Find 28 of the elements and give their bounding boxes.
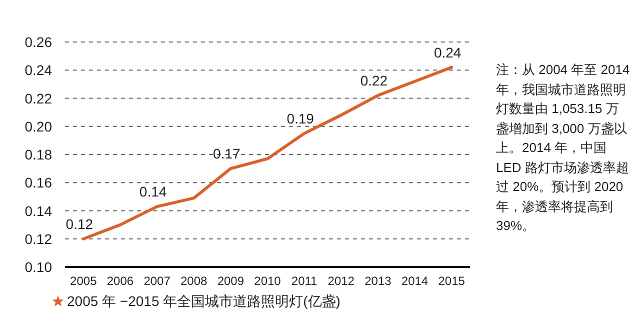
- x-tick-label: 2010: [254, 274, 282, 288]
- data-label: 0.24: [434, 44, 462, 60]
- legend-label: 2005 年 −2015 年全国城市道路照明灯(亿盏): [67, 293, 340, 309]
- data-label: 0.17: [213, 146, 241, 162]
- x-tick-label: 2005: [70, 274, 98, 288]
- x-tick-label: 2009: [217, 274, 244, 288]
- x-tick-label: 2012: [328, 274, 355, 288]
- data-label: 0.14: [139, 184, 167, 200]
- text: 注：从 2004 年至 2014 年，我国城市道路照明灯数量由 1,053.15 万盏增加到 3,000 万盏以上。2014 年，中国 LED 路灯市场渗透率超过 20%。预计到 2020 年，渗透率将提高到 39%。: [496, 62, 630, 233]
- y-tick-label: 0.10: [24, 259, 52, 275]
- y-tick-label: 0.26: [24, 34, 52, 50]
- y-tick-label: 0.18: [24, 146, 52, 162]
- x-tick-label: 2006: [106, 274, 134, 288]
- y-tick-label: 0.20: [24, 118, 52, 134]
- y-tick-label: 0.22: [24, 90, 52, 106]
- x-tick-label: 2008: [180, 274, 208, 288]
- x-tick-label: 2014: [401, 274, 428, 288]
- data-label: 0.22: [360, 72, 388, 88]
- x-tick-label: 2015: [438, 274, 466, 288]
- x-tick-label: 2013: [364, 274, 392, 288]
- x-tick-label: 2011: [291, 274, 318, 288]
- x-tick-label: 2007: [144, 274, 171, 288]
- data-label: 0.12: [66, 216, 94, 232]
- y-tick-label: 0.14: [24, 202, 52, 219]
- data-label: 0.19: [286, 110, 314, 126]
- y-tick-label: 0.16: [24, 174, 52, 191]
- y-tick-label: 0.12: [24, 230, 52, 247]
- y-tick-label: 0.24: [24, 62, 52, 78]
